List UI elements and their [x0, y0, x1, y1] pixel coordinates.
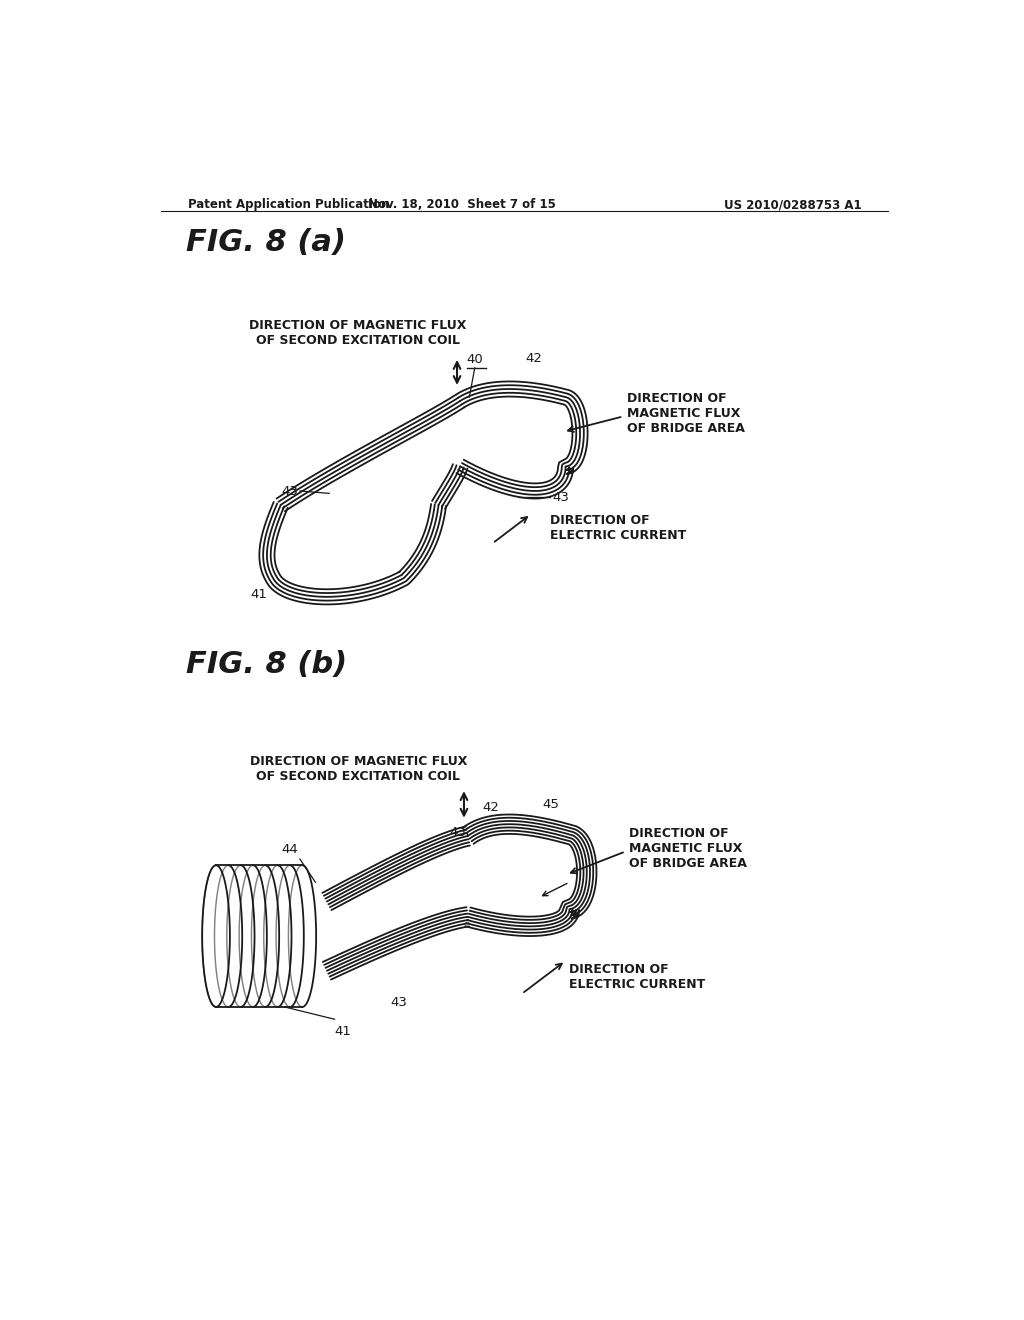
- Text: FIG. 8 (b): FIG. 8 (b): [186, 649, 347, 678]
- Text: 41: 41: [251, 589, 267, 601]
- Text: Patent Application Publication: Patent Application Publication: [188, 198, 389, 211]
- Text: 42: 42: [525, 351, 543, 364]
- Text: 41: 41: [335, 1024, 351, 1038]
- Text: 43: 43: [450, 826, 466, 840]
- Text: DIRECTION OF MAGNETIC FLUX
OF SECOND EXCITATION COIL: DIRECTION OF MAGNETIC FLUX OF SECOND EXC…: [249, 318, 466, 347]
- Text: Nov. 18, 2010  Sheet 7 of 15: Nov. 18, 2010 Sheet 7 of 15: [368, 198, 556, 211]
- Text: US 2010/0288753 A1: US 2010/0288753 A1: [724, 198, 862, 211]
- Text: 43: 43: [282, 484, 298, 498]
- Text: 43: 43: [390, 997, 407, 1010]
- Text: 44: 44: [282, 843, 298, 857]
- Text: 43: 43: [553, 491, 569, 504]
- Text: 40: 40: [466, 354, 483, 367]
- Text: 42: 42: [482, 801, 500, 814]
- Text: DIRECTION OF
MAGNETIC FLUX
OF BRIDGE AREA: DIRECTION OF MAGNETIC FLUX OF BRIDGE ARE…: [629, 826, 746, 870]
- Text: FIG. 8 (a): FIG. 8 (a): [186, 227, 346, 256]
- Text: DIRECTION OF
MAGNETIC FLUX
OF BRIDGE AREA: DIRECTION OF MAGNETIC FLUX OF BRIDGE ARE…: [628, 392, 745, 434]
- Text: DIRECTION OF
ELECTRIC CURRENT: DIRECTION OF ELECTRIC CURRENT: [569, 964, 706, 991]
- Text: DIRECTION OF MAGNETIC FLUX
OF SECOND EXCITATION COIL: DIRECTION OF MAGNETIC FLUX OF SECOND EXC…: [250, 755, 467, 783]
- Text: 45: 45: [543, 799, 559, 812]
- Text: DIRECTION OF
ELECTRIC CURRENT: DIRECTION OF ELECTRIC CURRENT: [550, 515, 686, 543]
